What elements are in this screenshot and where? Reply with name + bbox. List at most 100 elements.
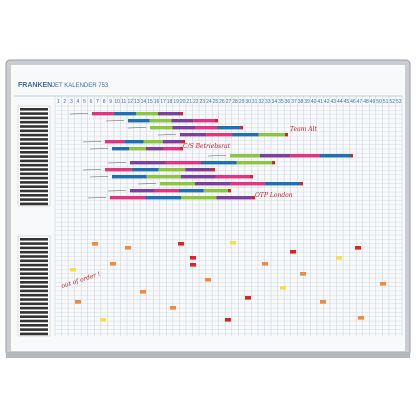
strip [146, 147, 163, 151]
week-number: 19 [173, 99, 179, 105]
strip [195, 126, 218, 130]
marker [228, 189, 231, 193]
strip [124, 140, 144, 144]
label-slot [20, 315, 48, 318]
label-slot [20, 238, 48, 241]
week-number: 17 [160, 99, 166, 105]
strip [217, 126, 240, 130]
label-slot [20, 155, 48, 158]
week-number: 48 [363, 99, 369, 105]
week-number: 49 [370, 99, 376, 105]
week-number: 10 [114, 99, 120, 105]
label-slot [20, 250, 48, 254]
handwritten-note: C/S Betriebsrat [183, 143, 231, 150]
label-slot [20, 151, 48, 154]
label-slot [20, 324, 48, 327]
week-number: 51 [383, 99, 389, 105]
week-number: 34 [272, 99, 278, 105]
week-number: 29 [239, 99, 245, 105]
magnet [262, 262, 268, 266]
week-number: 3 [70, 99, 73, 105]
marker [300, 182, 303, 186]
strip [112, 147, 129, 151]
handwritten-note: Team Alt [290, 126, 318, 133]
marker [180, 147, 183, 151]
week-number: 8 [103, 99, 106, 105]
magnet [320, 300, 326, 304]
week-number: 27 [226, 99, 232, 105]
week-number: 42 [324, 99, 330, 105]
label-slot [20, 255, 48, 258]
week-number: 52 [389, 99, 395, 105]
strip [201, 161, 237, 165]
week-number: 32 [258, 99, 264, 105]
strip [160, 182, 195, 186]
label-slot [20, 242, 48, 245]
handwriting [87, 197, 107, 199]
magnet [190, 263, 196, 267]
label-slot [20, 306, 48, 310]
magnet [178, 242, 184, 246]
week-number: 5 [83, 99, 86, 105]
label-slot [20, 302, 48, 306]
label-slot [20, 138, 48, 141]
week-number: 53 [396, 99, 402, 105]
week-number: 16 [154, 99, 160, 105]
label-slot [20, 112, 48, 115]
magnet [290, 250, 296, 254]
week-number: 40 [311, 99, 317, 105]
strip [265, 182, 300, 186]
week-number: 11 [121, 99, 126, 105]
week-number: 12 [128, 99, 134, 105]
strip [114, 112, 136, 116]
label-slot [20, 125, 48, 128]
strip [136, 112, 158, 116]
label-slot [20, 194, 48, 197]
label-slot [20, 311, 48, 314]
strip [230, 182, 265, 186]
strip [150, 126, 173, 130]
week-number: 43 [330, 99, 336, 105]
label-slot [20, 281, 48, 284]
label-slot [20, 246, 48, 250]
week-number: 28 [232, 99, 238, 105]
week-number: 46 [350, 99, 356, 105]
strip [158, 168, 186, 172]
handwriting [89, 176, 109, 178]
label-slot [20, 108, 48, 111]
week-number: 2 [63, 99, 66, 105]
magnet [336, 256, 342, 260]
strip [215, 175, 250, 179]
strip [320, 154, 350, 158]
strip [130, 189, 155, 193]
magnet [125, 246, 131, 250]
strip [180, 133, 207, 137]
week-number: 33 [265, 99, 271, 105]
week-number: 22 [193, 99, 199, 105]
product-name: JET KALENDER 753 [52, 83, 109, 89]
strip [146, 175, 181, 179]
strip [163, 147, 180, 151]
label-slot [20, 298, 48, 301]
week-number: 30 [245, 99, 251, 105]
magnet [140, 290, 146, 294]
magnet [205, 278, 211, 282]
magnet [245, 296, 251, 300]
magnet [170, 306, 176, 310]
label-slot [20, 198, 48, 201]
week-number: 18 [167, 99, 173, 105]
label-slot [20, 129, 48, 133]
week-number: 44 [337, 99, 343, 105]
marker [182, 140, 185, 144]
week-number: 7 [96, 99, 99, 105]
strip [195, 182, 230, 186]
marker [215, 119, 218, 123]
strip [110, 196, 146, 200]
marker [212, 168, 215, 172]
strip [130, 161, 166, 165]
strip [112, 175, 147, 179]
week-number: 47 [357, 99, 363, 105]
week-number: 39 [304, 99, 310, 105]
marker [285, 133, 288, 137]
